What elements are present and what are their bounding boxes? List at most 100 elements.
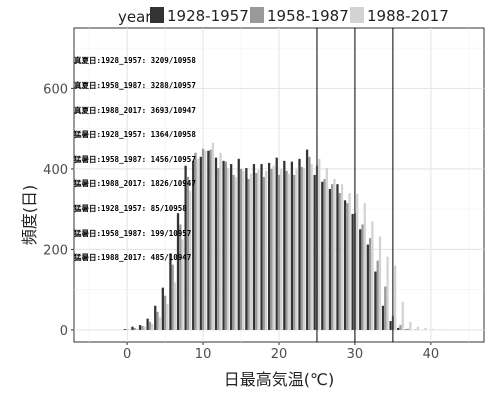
bar-1958-1987-x38 <box>414 329 417 331</box>
y-tick-label-400: 400 <box>43 163 68 178</box>
bar-1988-2017-x12 <box>219 152 222 330</box>
bar-1958-1987-x21 <box>285 170 288 330</box>
bar-1958-1987-x15 <box>239 168 243 330</box>
bar-1928-1957-x14 <box>230 164 233 330</box>
bar-1958-1987-x0 <box>126 329 129 331</box>
annotation-line: 猛暑日:1988_2017: 485/10947 <box>74 253 192 263</box>
bar-1988-2017-x6 <box>173 282 177 330</box>
bar-1928-1957-x27 <box>328 189 332 330</box>
bar-1958-1987-x7 <box>179 224 182 330</box>
bar-1928-1957-x35 <box>389 321 392 330</box>
bar-1988-2017-x41 <box>439 329 442 331</box>
bar-1928-1957-x21 <box>283 160 286 330</box>
bar-1928-1957-x11 <box>207 150 210 330</box>
bar-1958-1987-x5 <box>163 295 167 330</box>
bar-1988-2017-x18 <box>264 170 268 330</box>
x-tick-label-20: 20 <box>271 347 288 362</box>
bar-1988-2017-x25 <box>318 158 321 330</box>
bar-1988-2017-x39 <box>424 327 427 330</box>
bar-1988-2017-x33 <box>378 236 382 330</box>
bar-1988-2017-x29 <box>348 193 351 330</box>
bar-1958-1987-x33 <box>376 260 379 330</box>
bar-1958-1987-x4 <box>156 311 159 330</box>
bar-1928-1957-x18 <box>260 164 263 330</box>
bar-1928-1957-x5 <box>161 287 164 330</box>
bar-1928-1957-x1 <box>131 326 134 330</box>
bar-1988-2017-x31 <box>363 203 366 330</box>
bar-1928-1957-x22 <box>290 161 294 330</box>
legend-swatch-1958-1987 <box>250 7 264 23</box>
annotation-line: 猛暑日:1928_1957: 1364/10958 <box>74 130 196 140</box>
bar-1928-1957-x13 <box>222 160 225 330</box>
bar-1928-1957-x2 <box>138 325 142 330</box>
annotation-line: 真夏日:1988_2017: 3693/10947 <box>74 105 196 115</box>
bar-1988-2017-x14 <box>234 176 237 330</box>
legend-label-1958-1987: 1958-1987 <box>267 7 349 25</box>
bar-1958-1987-x2 <box>141 325 144 330</box>
bar-1928-1957-x7 <box>176 213 180 330</box>
bar-1988-2017-x3 <box>151 323 154 330</box>
bar-1988-2017-x21 <box>287 173 291 330</box>
bar-1988-2017-x26 <box>325 168 328 330</box>
bar-1928-1957-x34 <box>381 305 385 330</box>
bar-1958-1987-x16 <box>247 178 250 330</box>
annotation-line: 猛暑日:1958_1987: 199/10957 <box>74 228 192 238</box>
bar-1928-1957-x20 <box>275 157 278 330</box>
bar-1958-1987-x10 <box>201 148 205 330</box>
bar-1988-2017-x17 <box>257 169 260 330</box>
bar-1958-1987-x27 <box>331 184 334 330</box>
bar-1958-1987-x32 <box>368 238 372 330</box>
bar-1988-2017-x10 <box>204 150 207 330</box>
x-axis-label: 日最高気温(℃) <box>223 370 335 389</box>
bar-1958-1987-x8 <box>186 176 190 330</box>
bar-1928-1957-x32 <box>366 244 369 330</box>
bar-1988-2017-x35 <box>394 265 397 330</box>
bar-1958-1987-x6 <box>171 264 174 330</box>
x-tick-label-40: 40 <box>423 347 440 362</box>
bar-1958-1987-x18 <box>262 176 265 330</box>
y-tick-label-600: 600 <box>43 82 68 97</box>
bar-1928-1957-x3 <box>146 318 149 330</box>
bar-1958-1987-x11 <box>209 149 212 330</box>
bar-1958-1987-x9 <box>194 152 197 330</box>
bar-1928-1957-x6 <box>169 253 172 330</box>
bar-1988-2017-x16 <box>249 173 253 330</box>
legend-label-1988-2017: 1988-2017 <box>367 7 449 25</box>
bar-1928-1957-x12 <box>214 157 218 330</box>
x-tick-label-30: 30 <box>347 347 364 362</box>
bar-1988-2017-x4 <box>158 317 161 330</box>
annotation-line: 真夏日:1928_1957: 3209/10958 <box>74 56 196 66</box>
bar-1928-1957-x26 <box>321 181 324 330</box>
bar-1928-1957-x9 <box>192 160 195 330</box>
bar-1988-2017-x7 <box>181 239 184 330</box>
legend-swatch-1988-2017 <box>350 7 364 23</box>
y-tick-label-200: 200 <box>43 243 68 258</box>
bar-1988-2017-x9 <box>196 158 199 330</box>
y-axis-label: 頻度(日) <box>20 184 39 246</box>
bar-1988-2017-x23 <box>302 168 306 330</box>
bar-1958-1987-x3 <box>148 321 152 330</box>
legend-swatch-1928-1957 <box>150 7 164 23</box>
bar-1988-2017-x30 <box>356 193 359 330</box>
bar-1988-2017-x42 <box>447 329 450 331</box>
bar-1958-1987-x17 <box>255 172 258 330</box>
x-tick-label-10: 10 <box>195 347 212 362</box>
bar-1928-1957-x37 <box>404 329 407 331</box>
bar-1988-2017-x13 <box>226 168 230 330</box>
bar-1988-2017-x36 <box>401 301 404 330</box>
bar-1988-2017-x27 <box>333 178 336 330</box>
bar-1988-2017-x32 <box>371 221 374 330</box>
bar-1928-1957-x15 <box>237 158 240 330</box>
bar-1958-1987-x19 <box>270 168 273 330</box>
bar-1958-1987-x31 <box>361 224 364 330</box>
bar-1928-1957-x17 <box>252 164 256 330</box>
bar-1928-1957-x23 <box>298 158 301 330</box>
bar-1958-1987-x34 <box>384 286 387 330</box>
annotation-line: 真夏日:1958_1987: 3288/10957 <box>74 81 196 90</box>
legend-label-1928-1957: 1928-1957 <box>167 7 249 25</box>
bar-1958-1987-x36 <box>399 325 402 330</box>
bar-1988-2017-x40 <box>431 329 435 330</box>
bar-1928-1957-x8 <box>184 165 187 330</box>
bar-1988-2017-x24 <box>310 164 313 330</box>
